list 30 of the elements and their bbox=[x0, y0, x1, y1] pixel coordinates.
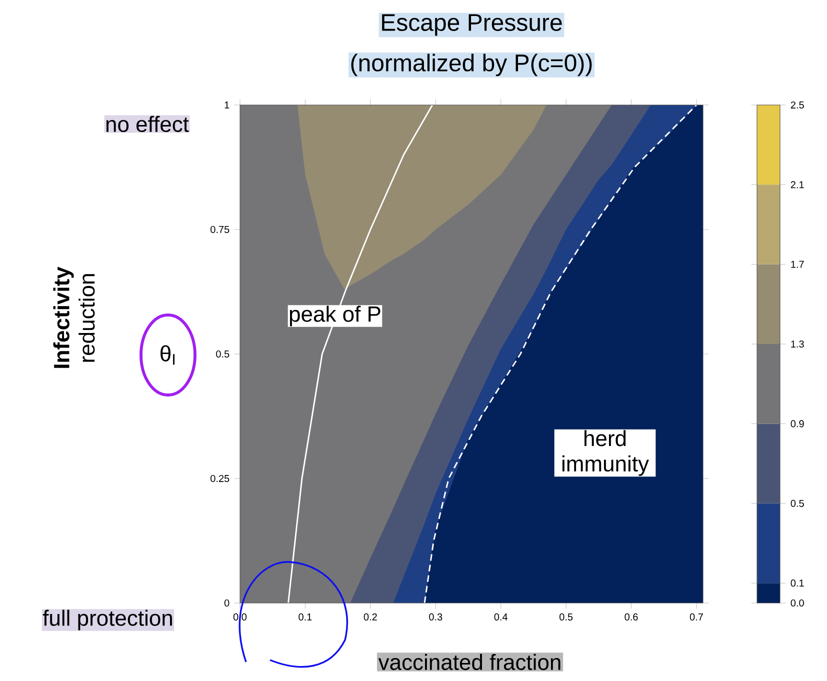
color-bar-label: 0.5 bbox=[790, 500, 804, 507]
color-bar-label: 2.5 bbox=[790, 101, 804, 109]
y-tick-label: 0 bbox=[224, 599, 230, 607]
chart-title: Escape Pressure bbox=[382, 14, 562, 36]
color-bar-label: 0.9 bbox=[790, 420, 804, 428]
y-tick-label: 0.75 bbox=[210, 226, 230, 234]
annotation: herd immunity bbox=[562, 430, 649, 476]
annotation: peak of P bbox=[290, 306, 380, 326]
line-series bbox=[288, 104, 434, 603]
y-tick-label: 0.5 bbox=[216, 350, 230, 358]
color-bar-label: 0.0 bbox=[790, 599, 804, 607]
x-tick-label: 0.4 bbox=[494, 613, 508, 620]
color-bar-label: 1.7 bbox=[791, 260, 804, 268]
y-tick-label: 0.25 bbox=[210, 474, 230, 482]
x-axis-title: vaccinated fraction bbox=[378, 654, 560, 670]
x-tick-label: 0.1 bbox=[298, 613, 312, 620]
text: no effect bbox=[106, 116, 189, 132]
text: Infectivity reduction bbox=[53, 266, 95, 368]
color-bar-label: 2.1 bbox=[790, 181, 804, 188]
x-tick-label: 0.7 bbox=[690, 613, 703, 620]
x-tick-label: 0.2 bbox=[364, 613, 377, 620]
color-bar-label: 1.3 bbox=[791, 340, 804, 348]
color-bar-label: 0.1 bbox=[790, 580, 804, 587]
chart-subtitle: (normalized by P(c=0)) bbox=[351, 54, 592, 76]
y-tick-label: 1 bbox=[224, 102, 230, 108]
text: full protection bbox=[42, 610, 172, 630]
x-tick-label: 0.6 bbox=[624, 613, 638, 620]
x-tick-label: 0.5 bbox=[560, 613, 573, 620]
x-tick-label: 0.3 bbox=[429, 613, 442, 620]
text: θ$_{I}$ bbox=[160, 345, 175, 365]
